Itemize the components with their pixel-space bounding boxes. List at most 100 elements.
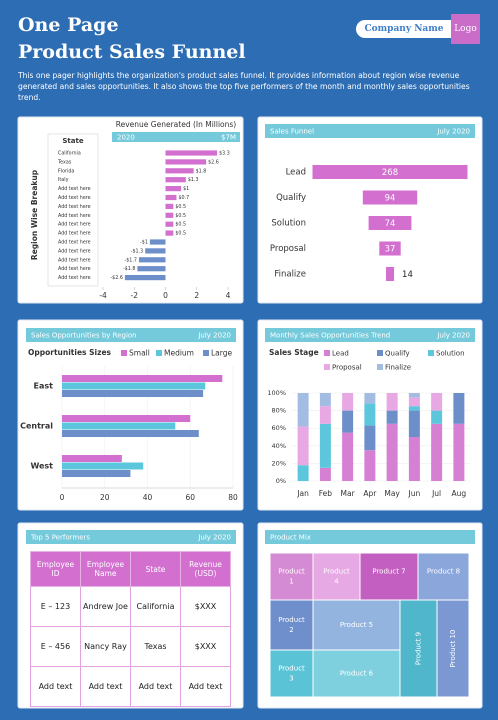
bar-segment: [386, 423, 398, 481]
stage-label: Proposal: [270, 244, 306, 254]
performers-table: Employee ID Employee Name State Revenue …: [30, 551, 231, 707]
x-tick-label: Jun: [408, 489, 421, 498]
x-tick-label: 60: [185, 493, 195, 502]
cell: Add text: [180, 666, 231, 707]
legend-label: Qualify: [385, 350, 410, 358]
category-label: East: [34, 382, 54, 391]
cell: California: [130, 586, 181, 627]
state-box: [47, 133, 99, 287]
x-tick-label: May: [384, 489, 400, 498]
bar-segment: [297, 426, 309, 466]
y-tick-label: 0%: [276, 477, 286, 485]
bar-segment: [386, 393, 398, 411]
value-label: 268: [382, 168, 398, 178]
legend-label: Small: [129, 349, 150, 358]
bar-segment: [342, 393, 354, 411]
legend-swatch: [156, 350, 162, 356]
bar-segment: [408, 393, 420, 398]
bar-segment: [342, 410, 354, 433]
value-label: $0.5: [175, 231, 186, 237]
state: Add text here: [58, 257, 91, 263]
bar-segment: [408, 410, 420, 437]
treemap-cell: [312, 649, 401, 698]
cell: Add text: [30, 666, 81, 707]
x-tick-label: Mar: [341, 489, 356, 498]
value-label: $0.5: [175, 204, 186, 210]
value-label: $0.7: [178, 195, 189, 201]
row: Add text Add text Add text Add text: [30, 666, 231, 707]
row: E – 456 Nancy Ray Texas $XXX: [30, 626, 231, 667]
cell: Texas: [130, 626, 181, 667]
treemap-cell: [312, 552, 361, 601]
cell: $XXX: [180, 586, 231, 627]
bar-segment: [364, 425, 376, 451]
funnel-bar: [379, 241, 401, 256]
stage-label: Solution: [271, 219, 306, 229]
x-tick-label: -2: [131, 291, 139, 300]
x-tick-label: Jan: [296, 489, 309, 498]
panel-title: Top 5 Performers: [30, 534, 90, 542]
stage-label: Finalize: [274, 270, 306, 280]
bar: [124, 275, 166, 281]
bar: [165, 212, 174, 218]
state: Add text here: [58, 248, 91, 254]
product-label: Product 9: [415, 632, 423, 665]
bar: [62, 390, 204, 397]
cell: Nancy Ray: [80, 626, 131, 667]
bar: [62, 422, 176, 430]
value-label: 94: [385, 194, 396, 204]
x-tick-label: 80: [228, 493, 238, 502]
legend-label: Proposal: [332, 364, 362, 372]
bar-segment: [297, 393, 309, 427]
panel-header: [265, 328, 475, 342]
bar-segment: [297, 465, 309, 481]
logo: Logo: [451, 14, 480, 44]
bar: [62, 470, 131, 477]
title: One Page: [18, 14, 119, 36]
value-label: $2.6: [208, 159, 219, 165]
product-label: Product 5: [340, 621, 373, 629]
treemap-cell: [359, 552, 419, 601]
bar: [62, 430, 199, 437]
legend-label: Lead: [332, 350, 349, 358]
value-label: $3.3: [219, 151, 230, 157]
bar-segment: [342, 432, 354, 481]
legend-swatch: [324, 350, 330, 356]
bar: [165, 186, 182, 192]
state: Add text here: [58, 231, 91, 237]
x-tick-label: 2: [194, 291, 199, 300]
funnel-bar: [362, 190, 418, 205]
legend-swatch: [121, 350, 127, 356]
state: Add text here: [58, 275, 91, 281]
funnel-bar: [385, 267, 395, 281]
title: Product Sales Funnel: [18, 41, 246, 63]
value-label: $1: [183, 186, 189, 192]
treemap-cell: [436, 599, 470, 698]
bar: [62, 375, 223, 382]
treemap-cell: [269, 649, 314, 698]
header-cell: Revenue (USD): [180, 551, 231, 587]
value-label: -$1.7: [125, 257, 137, 263]
panel-title: Sales Opportunities by Region: [31, 332, 137, 340]
bar: [165, 159, 207, 165]
category-label: Central: [20, 422, 53, 431]
funnel-bar: [368, 216, 412, 230]
value-label: 14: [402, 270, 413, 280]
bar: [165, 177, 186, 183]
company-name: Company Name: [356, 20, 452, 38]
cell: Andrew Joe: [80, 586, 131, 627]
bar-segment: [408, 397, 420, 407]
panel-title: Monthly Sales Opportunities Trend: [270, 332, 390, 340]
y-tick-label: 20%: [272, 459, 286, 467]
cell: Add text: [130, 666, 181, 707]
bar: [145, 248, 166, 254]
state: Add text here: [58, 204, 91, 210]
value-label: $0.5: [175, 213, 186, 219]
chart-title: Revenue Generated (In Millions): [116, 120, 237, 129]
bar: [62, 382, 206, 390]
product-label: Product 10: [449, 630, 457, 668]
legend-swatch: [428, 350, 434, 356]
bar-segment: [319, 423, 331, 468]
x-tick-label: 4: [226, 291, 231, 300]
